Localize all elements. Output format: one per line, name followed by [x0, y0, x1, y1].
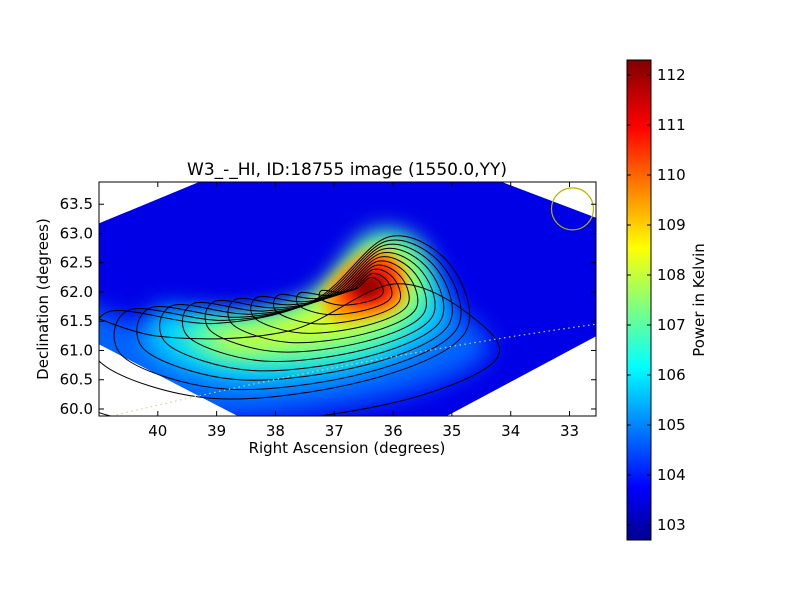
dotted-curve [116, 323, 596, 416]
x-tick-label: 39 [207, 422, 226, 440]
x-tick-label: 38 [266, 422, 285, 440]
y-tick-label: 61.0 [60, 341, 93, 359]
colorbar: 103 104 105 106 107 108 109 110 111 112 Power in … [626, 59, 708, 541]
contour-line [181, 251, 436, 362]
plot-area: 40 39 38 37 36 35 34 33 60.0 60.5 61.0 61.5 62.0 62.… [60, 181, 597, 440]
contour-line [318, 277, 384, 306]
beam-circle [550, 187, 595, 231]
contour-line [250, 264, 410, 334]
colorbar-ticks: 103 104 105 106 107 108 109 110 111 112 [627, 66, 686, 534]
x-tick-label: 34 [501, 422, 520, 440]
y-tick-label: 63.0 [60, 224, 93, 242]
colorbar-tick-label: 103 [657, 516, 686, 534]
y-axis-label: Declination (degrees) [34, 218, 52, 380]
x-tick-label: 37 [325, 422, 344, 440]
x-tick-label: 40 [148, 422, 167, 440]
y-tick-label: 62.5 [60, 254, 93, 272]
colorbar-tick-label: 110 [657, 166, 686, 184]
x-tick-label: 33 [560, 422, 579, 440]
x-axis-label: Right Ascension (degrees) [249, 439, 446, 457]
colorbar-label: Power in Kelvin [690, 243, 708, 357]
colorbar-tick-label: 111 [657, 116, 686, 134]
contour-line [113, 239, 462, 391]
x-tick-label: 36 [384, 422, 403, 440]
y-tick-label: 61.5 [60, 312, 93, 330]
contour-line [204, 256, 427, 353]
contour-lines [99, 235, 501, 416]
colorbar-tick-label: 112 [657, 66, 686, 84]
colorbar-tick-label: 107 [657, 316, 686, 334]
y-axis-ticks: 60.0 60.5 61.0 61.5 62.0 62.5 63.0 63.5 [60, 195, 596, 418]
contour-line [99, 235, 471, 400]
heatmap-image [99, 182, 596, 416]
x-tick-label: 35 [442, 422, 461, 440]
contour-line [295, 272, 393, 316]
contour-line [136, 243, 453, 381]
colorbar-tick-label: 105 [657, 416, 686, 434]
y-tick-label: 62.0 [60, 283, 93, 301]
contour-line [273, 268, 402, 325]
colorbar-tick-label: 108 [657, 266, 686, 284]
plot-frame [98, 181, 597, 417]
y-tick-label: 63.5 [60, 195, 93, 213]
colorbar-gradient [626, 59, 652, 541]
y-tick-label: 60.0 [60, 400, 93, 418]
x-axis-ticks: 40 39 38 37 36 35 34 33 [148, 182, 579, 440]
colorbar-tick-label: 106 [657, 366, 686, 384]
colorbar-tick-label: 104 [657, 466, 686, 484]
chart-title: W3_-_HI, ID:18755 image (1550.0,YY) [187, 160, 507, 180]
contour-line [99, 283, 501, 416]
contour-line [159, 247, 445, 372]
y-tick-label: 60.5 [60, 371, 93, 389]
colorbar-tick-label: 109 [657, 216, 686, 234]
